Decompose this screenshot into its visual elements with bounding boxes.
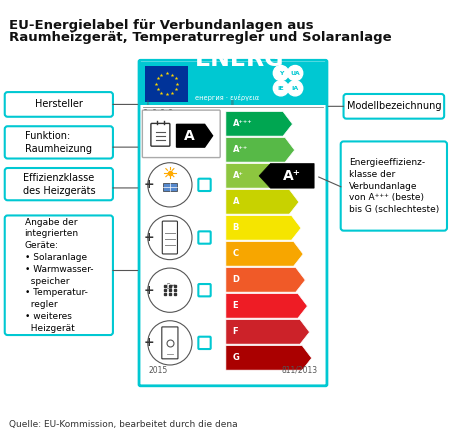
FancyBboxPatch shape <box>162 327 178 359</box>
FancyBboxPatch shape <box>5 92 113 117</box>
Text: 811/2013: 811/2013 <box>282 366 318 375</box>
FancyBboxPatch shape <box>198 179 210 191</box>
Polygon shape <box>226 345 312 370</box>
Text: Hersteller: Hersteller <box>35 99 83 109</box>
FancyBboxPatch shape <box>198 337 210 349</box>
Polygon shape <box>226 164 297 188</box>
Bar <box>163 183 176 191</box>
FancyBboxPatch shape <box>5 215 113 335</box>
FancyBboxPatch shape <box>341 142 447 231</box>
Text: +: + <box>144 284 155 297</box>
Polygon shape <box>226 241 303 266</box>
Circle shape <box>148 163 192 207</box>
FancyBboxPatch shape <box>5 126 113 159</box>
Text: G: G <box>233 353 239 362</box>
Circle shape <box>288 81 303 96</box>
Text: A⁺: A⁺ <box>233 171 243 181</box>
Polygon shape <box>259 164 314 188</box>
Text: UA: UA <box>290 71 300 76</box>
Polygon shape <box>226 267 305 292</box>
Polygon shape <box>226 319 310 344</box>
Text: енергия · ενέργεια: енергия · ενέργεια <box>194 94 259 101</box>
Text: D: D <box>233 276 239 284</box>
Text: +: + <box>144 336 155 349</box>
Text: IA: IA <box>292 86 299 91</box>
FancyBboxPatch shape <box>142 110 220 158</box>
Circle shape <box>273 65 289 81</box>
Text: Y: Y <box>279 71 283 76</box>
Text: A⁺: A⁺ <box>283 169 301 183</box>
Text: 2015: 2015 <box>148 366 167 375</box>
Polygon shape <box>176 125 212 147</box>
Polygon shape <box>226 293 308 318</box>
Bar <box>145 65 188 102</box>
Text: A⁺⁺⁺: A⁺⁺⁺ <box>233 119 252 128</box>
Circle shape <box>148 215 192 260</box>
Text: B: B <box>233 224 239 233</box>
Text: IE: IE <box>278 86 284 91</box>
Text: II: II <box>231 100 235 106</box>
Text: EU-Energielabel für Verbundanlagen aus: EU-Energielabel für Verbundanlagen aus <box>9 19 314 32</box>
Text: E: E <box>233 302 238 310</box>
Text: I: I <box>146 100 148 106</box>
Text: Angabe der
integrierten
Geräte:
• Solaranlage
• Warmwasser-
  speicher
• Tempera: Angabe der integrierten Geräte: • Solara… <box>25 218 93 333</box>
Text: ENERG: ENERG <box>194 47 284 71</box>
Text: Effizienzklasse
des Heizgeräts: Effizienzklasse des Heizgeräts <box>23 172 95 196</box>
Text: Quelle: EU-Kommission, bearbeitet durch die dena: Quelle: EU-Kommission, bearbeitet durch … <box>9 420 238 429</box>
Text: A⁺⁺: A⁺⁺ <box>233 145 248 154</box>
Polygon shape <box>226 138 295 162</box>
FancyBboxPatch shape <box>5 168 113 200</box>
Circle shape <box>273 81 289 96</box>
Text: C: C <box>233 250 238 258</box>
Polygon shape <box>226 112 292 136</box>
Text: A: A <box>233 197 239 207</box>
FancyBboxPatch shape <box>344 94 444 119</box>
Circle shape <box>148 268 192 312</box>
FancyBboxPatch shape <box>151 123 170 146</box>
Bar <box>140 62 326 105</box>
Polygon shape <box>226 190 299 214</box>
Text: A: A <box>184 129 195 143</box>
Text: Modellbezeichnung: Modellbezeichnung <box>346 101 441 111</box>
FancyBboxPatch shape <box>139 60 327 386</box>
Text: Funktion:
Raumheizung: Funktion: Raumheizung <box>25 131 92 154</box>
Polygon shape <box>226 215 301 240</box>
Text: ☞: ☞ <box>166 282 176 293</box>
FancyBboxPatch shape <box>162 221 177 254</box>
Text: Energieeffizienz-
klasse der
Verbundanlage
von A⁺⁺⁺ (beste)
bis G (schlechteste): Energieeffizienz- klasse der Verbundanla… <box>349 158 439 214</box>
FancyBboxPatch shape <box>198 231 210 244</box>
Text: +: + <box>144 231 155 244</box>
Circle shape <box>288 65 303 81</box>
FancyBboxPatch shape <box>198 284 210 297</box>
Text: Raumheizgerät, Temperaturregler und Solaranlage: Raumheizgerät, Temperaturregler und Sola… <box>9 31 392 44</box>
Circle shape <box>148 321 192 365</box>
Text: +: + <box>144 178 155 191</box>
Text: F: F <box>233 327 238 336</box>
